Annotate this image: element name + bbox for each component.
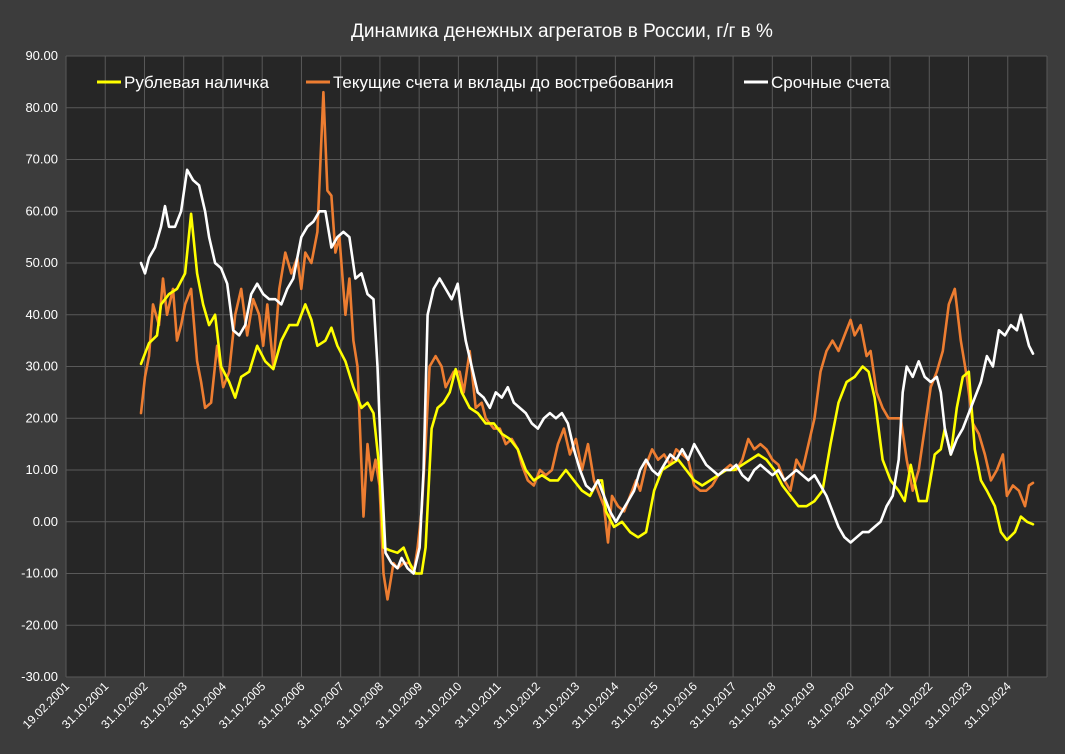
y-tick-label: 50.00 xyxy=(25,255,58,270)
legend-label-0: Рублевая наличка xyxy=(124,73,270,92)
y-tick-label: -10.00 xyxy=(21,566,58,581)
series-line-2 xyxy=(139,168,1035,575)
y-tick-label: 10.00 xyxy=(25,462,58,477)
y-tick-label: 0.00 xyxy=(33,514,58,529)
y-tick-label: 40.00 xyxy=(25,307,58,322)
y-tick-label: -20.00 xyxy=(21,617,58,632)
legend-label-2: Срочные счета xyxy=(771,73,890,92)
chart-title: Динамика денежных агрегатов в России, г/… xyxy=(351,21,773,42)
y-tick-label: 80.00 xyxy=(25,100,58,115)
series-line-0 xyxy=(139,212,1035,575)
legend-label-1: Текущие счета и вклады до востребования xyxy=(333,73,674,92)
y-tick-label: 90.00 xyxy=(25,48,58,63)
y-tick-label: -30.00 xyxy=(21,669,58,684)
series-line-1 xyxy=(139,90,1035,601)
y-tick-label: 30.00 xyxy=(25,359,58,374)
y-tick-label: 60.00 xyxy=(25,203,58,218)
y-tick-label: 20.00 xyxy=(25,410,58,425)
y-axis-tick-labels: 90.00 80.00 70.00 60.00 50.00 40.00 30.00 20.00… xyxy=(21,48,58,684)
series-lines xyxy=(139,90,1035,601)
legend: Рублевая наличка Текущие счета и вклады д… xyxy=(97,73,890,92)
y-tick-label: 70.00 xyxy=(25,152,58,167)
